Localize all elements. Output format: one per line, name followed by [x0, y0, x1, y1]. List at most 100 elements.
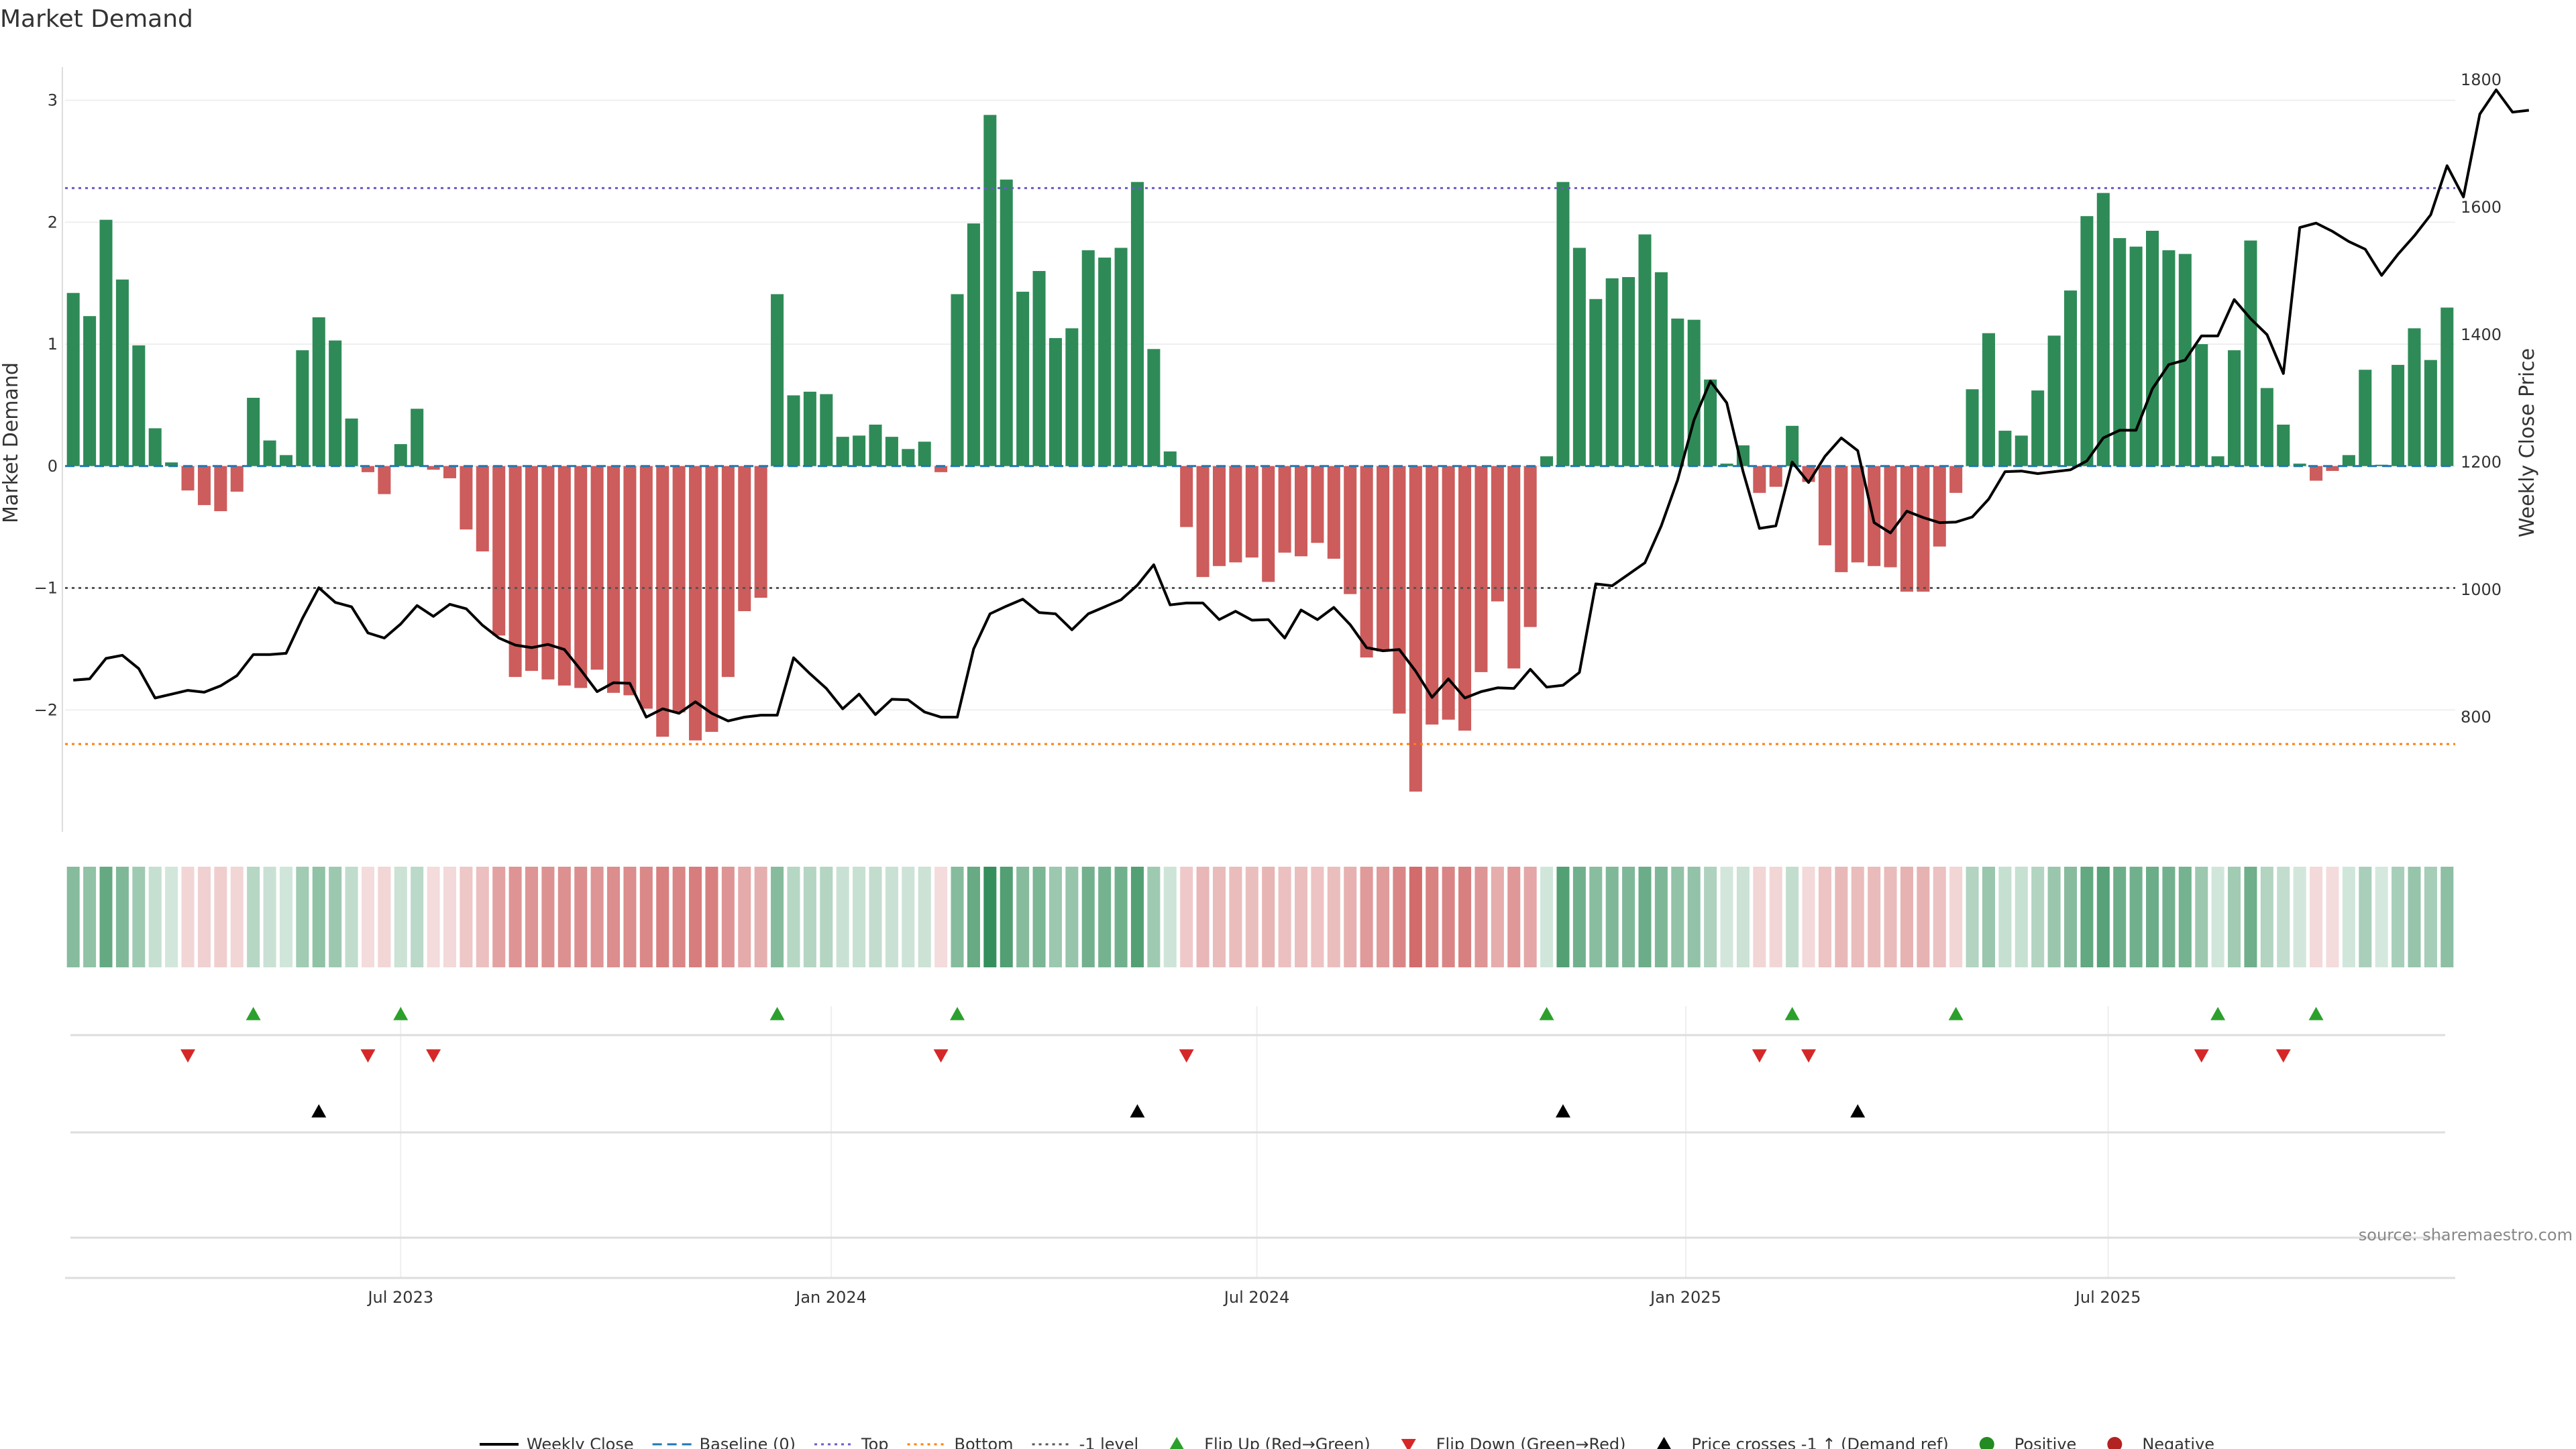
heat-cell — [1474, 867, 1488, 967]
demand-bar — [2113, 237, 2127, 466]
heat-cell — [263, 867, 276, 967]
demand-bar — [1556, 182, 1570, 466]
demand-bar — [1114, 248, 1128, 466]
demand-bar — [2440, 307, 2454, 466]
demand-bar — [1212, 466, 1226, 566]
heat-cell — [2178, 867, 2192, 967]
demand-bar — [2310, 466, 2323, 481]
demand-bar — [2342, 455, 2355, 466]
demand-bar — [1933, 466, 1946, 547]
heat-cell — [1523, 867, 1537, 967]
heat-cell — [247, 867, 260, 967]
heat-cell — [345, 867, 358, 967]
heat-cell — [279, 867, 292, 967]
heat-cell — [1311, 867, 1324, 967]
demand-bar — [2277, 424, 2290, 466]
heat-cell — [1769, 867, 1782, 967]
heat-cell — [443, 867, 457, 967]
heat-cell — [2244, 867, 2257, 967]
heat-cell — [1786, 867, 1799, 967]
heat-cell — [1229, 867, 1242, 967]
demand-bar — [197, 466, 211, 505]
heat-cell — [1130, 867, 1144, 967]
heat-cell — [1000, 867, 1013, 967]
demand-bar — [1262, 466, 1275, 582]
demand-bar — [2063, 290, 2078, 466]
price-cross-marker — [311, 1104, 327, 1118]
heat-cell — [1393, 867, 1406, 967]
demand-bar — [345, 418, 358, 466]
heat-cell — [541, 867, 555, 967]
demand-bar — [378, 466, 391, 494]
demand-bar — [721, 466, 735, 678]
heat-cell — [2195, 867, 2208, 967]
demand-bar — [427, 466, 440, 470]
heat-cell — [689, 867, 702, 967]
reference-lines — [65, 186, 2455, 745]
demand-bar — [1835, 466, 1848, 572]
heat-cell — [738, 867, 751, 967]
heat-cell — [639, 867, 653, 967]
demand-bar — [607, 466, 621, 693]
heat-cell — [1491, 867, 1504, 967]
legend-label: Flip Up (Red→Green) — [1204, 1435, 1371, 1449]
heat-cell — [2063, 867, 2078, 967]
demand-bar — [639, 466, 653, 709]
heat-cell — [1720, 867, 1733, 967]
heat-cell — [2408, 867, 2421, 967]
heat-cell — [115, 867, 129, 967]
heat-cell — [705, 867, 718, 967]
demand-bar — [1900, 466, 1913, 592]
flip-down-marker — [426, 1049, 441, 1063]
demand-bar — [2195, 344, 2208, 466]
heat-cell — [1147, 867, 1161, 967]
left-tick-label: 0 — [48, 457, 58, 476]
demand-bar — [1753, 466, 1766, 493]
demand-bar — [1949, 466, 1963, 493]
heat-cell — [623, 867, 637, 967]
heat-cell — [1835, 867, 1848, 967]
demand-bar — [329, 340, 342, 466]
demand-bar — [1098, 257, 1112, 466]
left-axis-ticks: 3 2 1 0 −1 −2 — [34, 91, 58, 720]
heat-cell — [590, 867, 604, 967]
flip-down-marker — [1801, 1049, 1817, 1063]
heat-cell — [361, 867, 374, 967]
demand-bar — [1786, 425, 1799, 466]
heat-cell — [2129, 867, 2143, 967]
demand-bar — [1049, 337, 1062, 466]
demand-bar — [1917, 466, 1930, 592]
heat-cell — [2342, 867, 2355, 967]
heat-cell — [181, 867, 195, 967]
heat-cell — [1442, 867, 1455, 967]
heat-cell — [230, 867, 244, 967]
demand-bar — [2326, 466, 2339, 472]
heat-cell — [1933, 867, 1946, 967]
heat-cell — [983, 867, 997, 967]
heat-cell — [1409, 867, 1422, 967]
heat-cell — [1163, 867, 1177, 967]
legend-swatch-triangle-up — [1169, 1437, 1184, 1449]
heat-cell — [951, 867, 964, 967]
heat-cell — [934, 867, 948, 967]
heat-cell — [607, 867, 621, 967]
demand-bar — [1311, 466, 1324, 543]
x-axis-ticks: Jul 2023 Jan 2024 Jul 2024 Jan 2025 Jul 2025 — [366, 1288, 2141, 1307]
demand-bar — [623, 466, 637, 696]
demand-bar — [1474, 466, 1488, 672]
flip-down-marker — [360, 1049, 376, 1063]
demand-bar — [1081, 250, 1095, 466]
demand-bar — [574, 466, 588, 688]
chart-title: Market Demand — [0, 5, 193, 33]
legend-swatch-triangle-down — [1401, 1439, 1416, 1449]
demand-bar — [1491, 466, 1504, 602]
heat-cell — [508, 867, 522, 967]
heat-cell — [1736, 867, 1750, 967]
heat-cell — [2146, 867, 2159, 967]
demand-bar — [2146, 230, 2159, 466]
demand-bar — [1704, 379, 1717, 466]
demand-bar — [230, 466, 244, 492]
heat-cell — [1262, 867, 1275, 967]
heat-cell — [1687, 867, 1701, 967]
demand-bar — [1065, 328, 1079, 466]
